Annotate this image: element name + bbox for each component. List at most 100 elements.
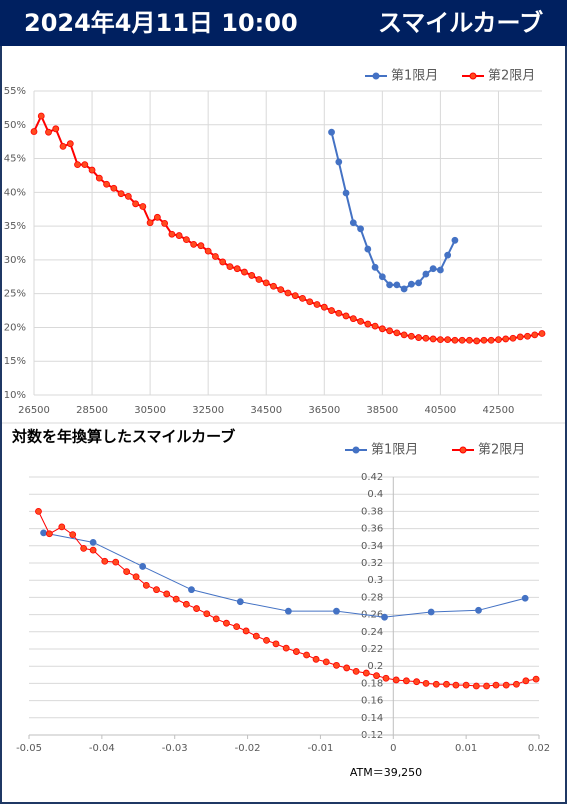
marker xyxy=(58,523,66,531)
marker xyxy=(132,200,140,208)
marker xyxy=(312,655,320,663)
marker xyxy=(236,598,244,606)
marker xyxy=(538,330,546,337)
marker xyxy=(362,669,370,677)
y-tick-label: 0.28 xyxy=(361,592,383,603)
marker xyxy=(516,333,524,341)
marker xyxy=(212,615,220,623)
marker xyxy=(30,128,38,135)
marker xyxy=(277,286,285,294)
marker xyxy=(342,189,350,197)
x-tick-label: 28500 xyxy=(76,405,108,416)
marker xyxy=(45,128,52,136)
marker xyxy=(291,292,299,300)
marker xyxy=(88,166,96,174)
marker xyxy=(142,581,150,589)
marker xyxy=(89,546,97,554)
legend-marker xyxy=(469,72,477,80)
marker xyxy=(292,648,300,655)
annotation: ATM＝39,250 xyxy=(350,766,422,779)
x-tick-label: -0.02 xyxy=(235,743,261,754)
marker xyxy=(193,605,200,612)
y-tick-label: 0.24 xyxy=(361,627,383,638)
x-tick-label: -0.03 xyxy=(162,743,188,754)
marker xyxy=(378,325,386,333)
marker xyxy=(46,530,53,538)
marker xyxy=(393,329,401,337)
legend-label: 第1限月 xyxy=(391,69,438,84)
y-tick-label: 0.32 xyxy=(361,558,383,569)
y-tick-label: 30% xyxy=(4,255,26,266)
legend-label: 第2限月 xyxy=(478,443,525,458)
marker xyxy=(74,161,81,169)
marker xyxy=(444,251,452,259)
y-tick-label: 0.2 xyxy=(367,661,383,672)
marker xyxy=(123,568,131,575)
x-tick-label: 40500 xyxy=(424,405,456,416)
marker xyxy=(182,600,190,608)
marker xyxy=(333,607,340,615)
y-tick-label: 0.16 xyxy=(361,696,383,707)
marker xyxy=(255,276,263,283)
marker xyxy=(175,232,183,239)
y-tick-label: 0.38 xyxy=(361,506,383,517)
marker xyxy=(146,219,154,227)
marker xyxy=(303,651,310,659)
marker xyxy=(37,112,45,120)
x-tick-label: 32500 xyxy=(192,405,224,416)
marker xyxy=(89,538,97,546)
y-tick-label: 0.18 xyxy=(361,678,383,689)
marker xyxy=(357,317,364,325)
header-title: スマイルカーブ xyxy=(378,9,543,37)
x-tick-label: 30500 xyxy=(134,405,166,416)
marker xyxy=(472,682,480,690)
y-tick-label: 0.4 xyxy=(367,489,383,500)
marker xyxy=(81,161,89,169)
x-tick-label: -0.04 xyxy=(89,743,115,754)
marker xyxy=(480,336,488,344)
marker xyxy=(335,158,343,166)
marker xyxy=(69,531,77,539)
marker xyxy=(153,586,160,594)
marker xyxy=(436,336,444,344)
marker xyxy=(422,680,430,687)
marker xyxy=(153,213,161,221)
marker xyxy=(427,608,435,616)
marker xyxy=(371,322,379,330)
marker xyxy=(451,336,459,344)
marker xyxy=(502,335,510,343)
marker xyxy=(188,586,195,594)
marker xyxy=(233,265,241,273)
marker xyxy=(59,142,67,150)
y-tick-label: 0.36 xyxy=(361,524,383,535)
marker xyxy=(521,594,529,602)
marker xyxy=(132,573,140,581)
marker xyxy=(226,263,234,271)
marker xyxy=(400,331,408,339)
marker xyxy=(364,320,372,328)
y-tick-label: 0.22 xyxy=(361,644,383,655)
x-tick-label: 36500 xyxy=(308,405,340,416)
marker xyxy=(168,230,176,238)
marker xyxy=(364,245,372,253)
marker xyxy=(52,125,60,133)
header-date: 2024年4月11日 10:00 xyxy=(24,9,298,37)
marker xyxy=(197,242,205,250)
marker xyxy=(466,336,473,344)
y-tick-label: 0.3 xyxy=(367,575,383,586)
marker xyxy=(124,192,132,200)
marker xyxy=(524,332,531,340)
marker xyxy=(452,681,460,689)
marker xyxy=(219,258,227,266)
marker xyxy=(233,623,241,631)
marker xyxy=(532,675,540,683)
x-tick-label: 26500 xyxy=(18,405,50,416)
marker xyxy=(40,529,47,537)
marker xyxy=(161,220,169,227)
marker xyxy=(495,336,502,344)
marker xyxy=(432,680,440,688)
marker xyxy=(492,681,500,689)
marker xyxy=(95,174,103,182)
marker xyxy=(483,682,490,690)
